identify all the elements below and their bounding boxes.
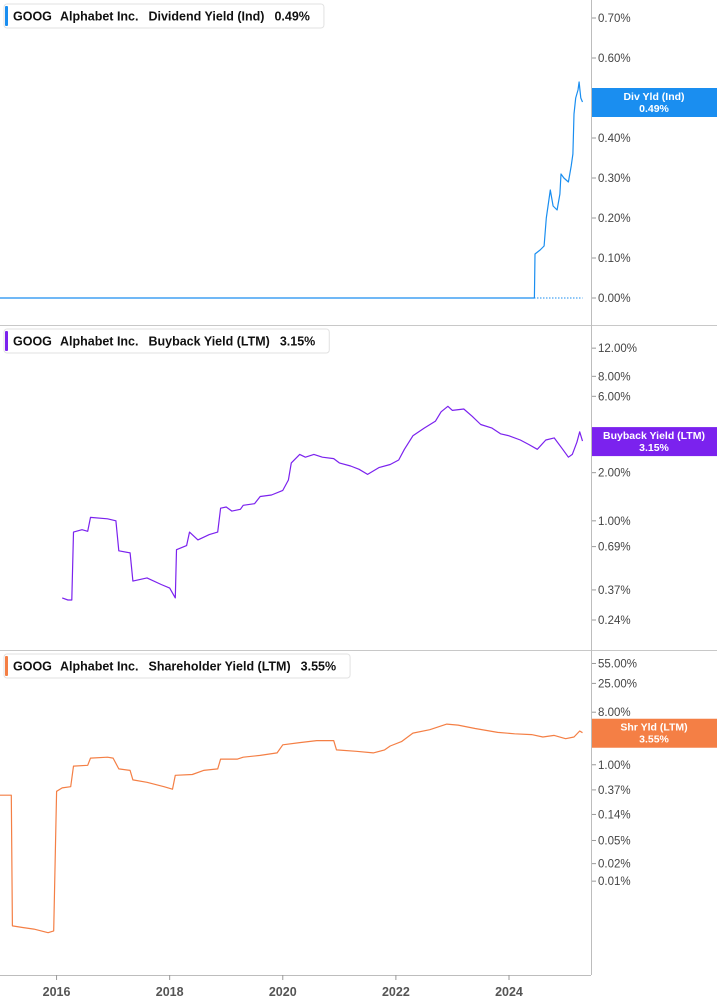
y-tick-label: 0.37% [598, 585, 631, 597]
y-tick-label: 12.00% [598, 343, 637, 355]
y-tick-label: 0.60% [598, 53, 631, 65]
x-tick-label: 2024 [495, 985, 523, 999]
y-tick-label: 0.20% [598, 213, 631, 225]
current-value-tag-value: 0.49% [639, 103, 669, 115]
legend-color-swatch [5, 331, 8, 351]
y-tick-label: 0.40% [598, 133, 631, 145]
y-tick-label: 0.02% [598, 859, 631, 871]
current-value-tag-label: Buyback Yield (LTM) [603, 430, 705, 442]
y-tick-label: 6.00% [598, 391, 631, 403]
panel-3: 55.00%25.00%8.00%3.00%1.00%0.37%0.14%0.0… [0, 650, 717, 934]
panel-1: 0.70%0.60%0.50%0.40%0.30%0.20%0.10%0.00%… [0, 3, 717, 305]
y-tick-label: 2.00% [598, 468, 631, 480]
series-line-1 [0, 81, 584, 299]
current-value-tag-value: 3.55% [639, 734, 669, 746]
legend-box [3, 3, 325, 29]
legend-ticker: GOOG [13, 335, 52, 349]
x-tick-label: 2018 [156, 985, 184, 999]
y-tick-label: 0.05% [598, 835, 631, 847]
y-tick-label: 0.01% [598, 876, 631, 888]
y-tick-label: 8.00% [598, 371, 631, 383]
legend-metric: Shareholder Yield (LTM) [148, 660, 290, 674]
legend-company: Alphabet Inc. [60, 660, 138, 674]
y-tick-label: 0.70% [598, 13, 631, 25]
current-value-tag-label: Div Yld (Ind) [623, 91, 684, 103]
x-tick-label: 2020 [269, 985, 297, 999]
panel-2: 12.00%8.00%6.00%3.00%2.00%1.00%0.69%0.37… [0, 325, 717, 627]
y-tick-label: 8.00% [598, 707, 631, 719]
legend-current-value: 0.49% [274, 10, 309, 24]
y-tick-label: 0.69% [598, 542, 631, 554]
current-value-tag-label: Shr Yld (LTM) [620, 722, 687, 734]
legend-metric: Buyback Yield (LTM) [148, 335, 269, 349]
y-tick-label: 0.30% [598, 173, 631, 185]
current-value-tag [591, 718, 717, 748]
legend-box [3, 328, 330, 354]
y-tick-label: 55.00% [598, 658, 637, 670]
series-line-2 [61, 405, 584, 601]
y-tick-label: 0.24% [598, 615, 631, 627]
legend-metric: Dividend Yield (Ind) [148, 10, 264, 24]
x-tick-label: 2016 [43, 985, 71, 999]
series-line-3 [0, 723, 583, 934]
legend-company: Alphabet Inc. [60, 335, 138, 349]
y-tick-label: 0.10% [598, 253, 631, 265]
legend-box [3, 653, 351, 679]
current-value-tag-value: 3.15% [639, 442, 669, 454]
y-tick-label: 0.37% [598, 785, 631, 797]
y-tick-label: 1.00% [598, 516, 631, 528]
legend-color-swatch [5, 656, 8, 676]
legend-current-value: 3.55% [301, 660, 336, 674]
legend-company: Alphabet Inc. [60, 10, 138, 24]
legend-ticker: GOOG [13, 660, 52, 674]
y-tick-label: 25.00% [598, 678, 637, 690]
current-value-tag [591, 88, 717, 117]
legend-ticker: GOOG [13, 10, 52, 24]
y-tick-label: 0.00% [598, 293, 631, 305]
y-tick-label: 0.14% [598, 809, 631, 821]
legend-current-value: 3.15% [280, 335, 315, 349]
current-value-tag [591, 427, 717, 457]
x-tick-label: 2022 [382, 985, 410, 999]
legend-color-swatch [5, 6, 8, 26]
y-tick-label: 1.00% [598, 760, 631, 772]
